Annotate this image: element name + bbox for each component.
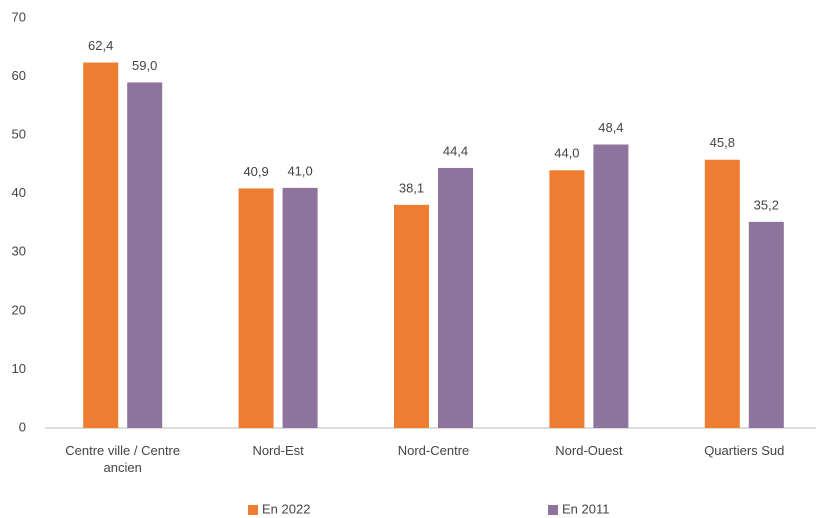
y-tick-label: 0 bbox=[19, 419, 26, 434]
bar bbox=[238, 188, 274, 428]
y-tick-label: 50 bbox=[12, 127, 26, 142]
bar bbox=[127, 82, 163, 428]
bar bbox=[438, 167, 473, 428]
value-label: 44,0 bbox=[554, 146, 579, 161]
y-tick-label: 30 bbox=[12, 244, 26, 259]
x-tick-label: Centre ville / Centre ancien bbox=[65, 443, 181, 475]
value-label: 48,4 bbox=[598, 120, 623, 135]
x-tick-label: Nord-Est bbox=[252, 443, 304, 458]
value-label: 35,2 bbox=[754, 197, 779, 212]
bar bbox=[282, 187, 318, 428]
legend-label: En 2011 bbox=[562, 501, 609, 516]
y-tick-label: 60 bbox=[12, 68, 26, 83]
bar bbox=[394, 204, 429, 428]
x-tick-label: Nord-Ouest bbox=[555, 443, 623, 458]
y-tick-label: 40 bbox=[12, 185, 26, 200]
bar bbox=[593, 144, 629, 428]
x-tick-label: Nord-Centre bbox=[397, 443, 470, 458]
value-label: 45,8 bbox=[710, 135, 735, 150]
y-tick-label: 20 bbox=[12, 302, 26, 317]
y-tick-label: 10 bbox=[12, 361, 26, 376]
legend-swatch bbox=[248, 505, 258, 515]
x-tick-label: Quartiers Sud bbox=[704, 443, 785, 458]
bar bbox=[549, 170, 585, 429]
y-tick-label: 70 bbox=[12, 9, 26, 24]
legend-swatch bbox=[548, 505, 558, 515]
bar bbox=[748, 221, 784, 428]
bar bbox=[704, 159, 740, 428]
value-label: 38,1 bbox=[399, 180, 424, 195]
value-label: 41,0 bbox=[287, 163, 312, 178]
value-label: 40,9 bbox=[243, 164, 268, 179]
bar bbox=[83, 62, 119, 429]
legend-label: En 2022 bbox=[262, 501, 310, 516]
value-label: 44,4 bbox=[443, 143, 468, 158]
value-label: 59,0 bbox=[132, 58, 157, 73]
value-label: 62,4 bbox=[88, 38, 113, 53]
